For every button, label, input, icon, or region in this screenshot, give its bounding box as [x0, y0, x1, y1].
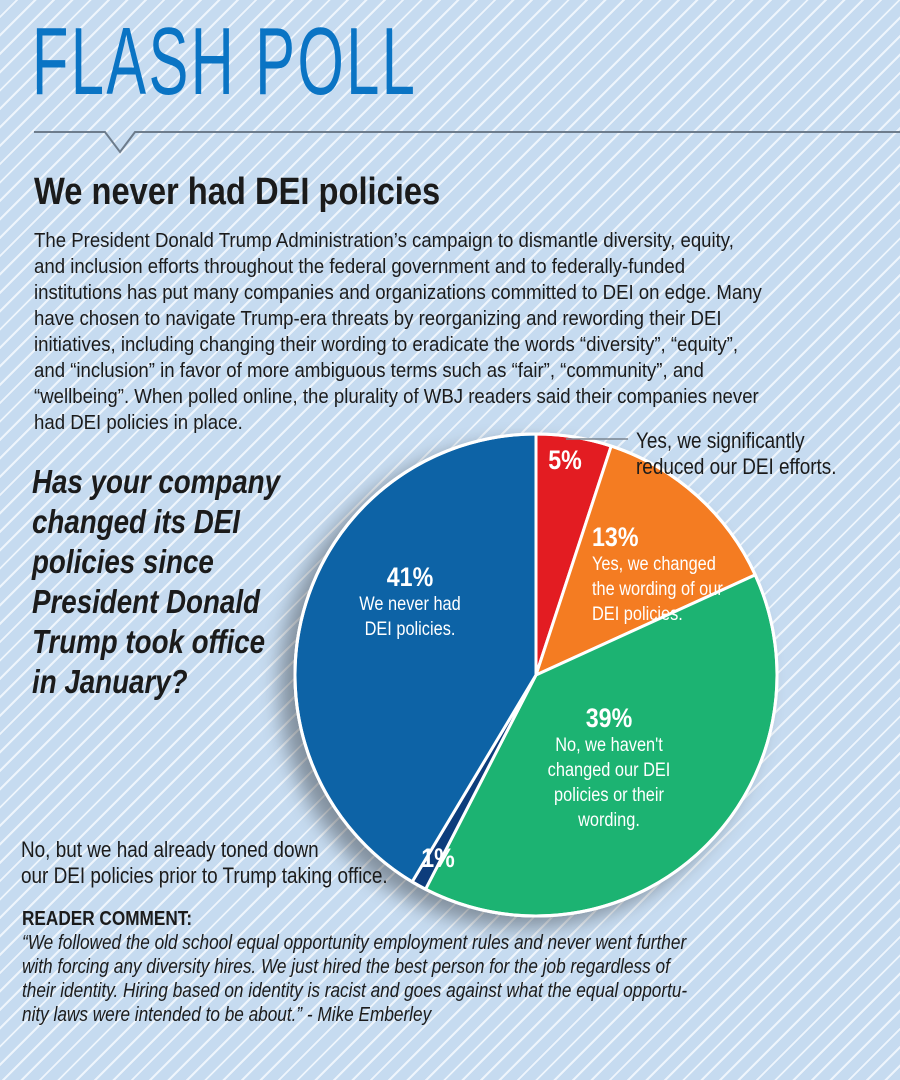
slice-label-havent-changed: 39% No, we haven't changed our DEI polic… — [548, 703, 671, 833]
slice-text: Yes, we changed — [592, 554, 716, 575]
pie-slices — [293, 432, 779, 918]
question-line: Trump took office — [32, 623, 266, 660]
question-line: policies since — [32, 543, 214, 580]
outside-label-line: No, but we had already toned down — [21, 837, 319, 862]
intro-line: “wellbeing”. When polled online, the plu… — [34, 386, 759, 408]
slice-label-changed-wording: 13% Yes, we changed the wording of our D… — [592, 522, 723, 627]
intro-line: had DEI policies in place. — [34, 412, 243, 434]
outside-label-line: reduced our DEI efforts. — [636, 454, 837, 479]
slice-text: policies or their — [554, 785, 664, 806]
slice-text: changed our DEI — [547, 760, 671, 781]
comment-line: their identity. Hiring based on identity… — [22, 980, 688, 1002]
outside-label-line: our DEI policies prior to Trump taking o… — [21, 863, 388, 888]
outside-label-line: Yes, we significantly — [636, 428, 805, 453]
intro-line: initiatives, including changing their wo… — [34, 334, 739, 356]
slice-pct: 5% — [548, 445, 582, 475]
divider-line-with-notch — [34, 131, 900, 154]
slice-text: DEI policies. — [364, 619, 456, 640]
headline: We never had DEI policies — [34, 171, 441, 213]
slice-text: wording. — [578, 810, 640, 831]
slice-pct: 1% — [421, 843, 455, 873]
slice-text: No, we haven't — [555, 735, 663, 756]
comment-line: with forcing any diversity hires. We jus… — [22, 956, 670, 978]
outside-label-significantly-reduced: Yes, we significantly reduced our DEI ef… — [636, 428, 837, 480]
reader-comment-title: READER COMMENT: — [22, 908, 193, 930]
intro-line: The President Donald Trump Administratio… — [34, 230, 734, 252]
intro-line: and “inclusion” in favor of more ambiguo… — [34, 360, 704, 382]
slice-text: the wording of our — [592, 579, 723, 600]
reader-comment: READER COMMENT: “We followed the old sch… — [22, 907, 882, 1027]
comment-line: nity laws were intended to be about.” - … — [22, 1004, 432, 1026]
question-line: in January? — [32, 663, 188, 700]
slice-text: We never had — [359, 594, 461, 615]
poll-question: Has your company changed its DEI policie… — [32, 462, 309, 702]
intro-line: have chosen to navigate Trump-era threat… — [34, 308, 722, 330]
question-line: changed its DEI — [32, 503, 240, 540]
slice-text: DEI policies. — [592, 604, 683, 625]
intro-line: institutions has put many companies and … — [34, 282, 762, 304]
masthead-title: FLASH POLL — [32, 8, 418, 115]
reader-comment-body: “We followed the old school equal opport… — [22, 931, 882, 1027]
pie-outline — [293, 432, 779, 918]
intro-paragraph: The President Donald Trump Administratio… — [34, 228, 852, 436]
question-line: President Donald — [32, 583, 260, 620]
slice-pct: 39% — [585, 703, 633, 733]
slice-label-significantly-reduced: 5% — [548, 445, 582, 475]
question-line: Has your company — [32, 463, 281, 500]
outside-label-toned-down: No, but we had already toned down our DE… — [21, 837, 388, 889]
slice-pct: 41% — [386, 562, 434, 592]
comment-line: “We followed the old school equal opport… — [22, 932, 687, 954]
intro-line: and inclusion efforts throughout the fed… — [34, 256, 686, 278]
slice-label-never-had: 41% We never had DEI policies. — [359, 562, 460, 642]
slice-pct: 13% — [592, 522, 639, 552]
slice-label-toned-down: 1% — [421, 843, 455, 873]
header-divider — [34, 131, 900, 154]
